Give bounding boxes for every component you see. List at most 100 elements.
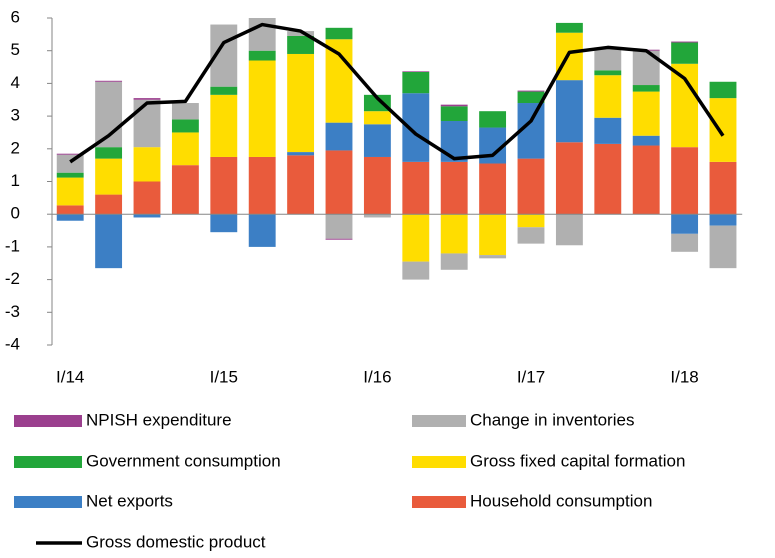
legend-label: Gross fixed capital formation — [470, 451, 685, 470]
bar-segment — [555, 142, 583, 215]
bar-segment — [56, 172, 84, 178]
bar-segment — [133, 214, 161, 218]
bar-segment — [479, 111, 507, 128]
bar-segment — [671, 147, 699, 215]
bar-segment — [325, 122, 353, 151]
bar-segment — [56, 153, 84, 155]
bar-segment — [440, 214, 468, 254]
legend-label: NPISH expenditure — [86, 410, 232, 429]
bar-segment — [517, 91, 545, 104]
bar-segment — [171, 103, 199, 120]
bar-segment — [210, 86, 238, 95]
bar-segment — [709, 98, 737, 162]
bar-segment — [210, 214, 238, 233]
x-tick-label: I/18 — [670, 367, 698, 386]
bar-segment — [287, 31, 315, 36]
bar-segment — [709, 225, 737, 269]
y-tick-label: 5 — [11, 40, 20, 59]
bar-segment — [671, 42, 699, 64]
bar-segment — [248, 60, 276, 157]
bar-segment — [171, 165, 199, 215]
legend-swatch — [412, 456, 466, 468]
bar-segment — [95, 147, 123, 159]
bar-segment — [363, 94, 391, 112]
bar-segment — [325, 39, 353, 123]
bar-segment — [594, 117, 622, 144]
bar-segment — [56, 177, 84, 206]
bar-segment — [171, 119, 199, 133]
bar-segment — [517, 214, 545, 228]
y-tick-label: -1 — [5, 236, 20, 255]
y-tick-label: 1 — [11, 171, 20, 190]
bar-segment — [287, 53, 315, 153]
legend-swatch — [412, 415, 466, 427]
bar-segment — [632, 135, 660, 146]
legend-swatch — [14, 415, 82, 427]
bar-segment — [248, 156, 276, 215]
bar-segment — [325, 150, 353, 215]
bar-segment — [479, 163, 507, 215]
bar-segment — [594, 75, 622, 118]
y-tick-label: 6 — [11, 7, 20, 26]
bar-segment — [363, 124, 391, 157]
y-tick-label: -3 — [5, 302, 20, 321]
bar-segment — [95, 214, 123, 269]
bar-segment — [133, 98, 161, 100]
bar-segment — [133, 181, 161, 215]
x-tick-label: I/14 — [56, 367, 84, 386]
y-tick-label: 2 — [11, 138, 20, 157]
bar-segment — [440, 121, 468, 162]
bar-segment — [325, 238, 353, 240]
bar-segment — [632, 85, 660, 92]
bar-segment — [555, 32, 583, 81]
legend-label: Change in inventories — [470, 410, 634, 429]
bar-segment — [325, 27, 353, 40]
bar-segment — [671, 41, 699, 43]
bar-segment — [171, 132, 199, 166]
y-tick-label: 4 — [11, 73, 20, 92]
bar-segment — [402, 71, 430, 94]
y-tick-label: -4 — [5, 334, 20, 353]
bar-segment — [555, 80, 583, 143]
bar-segment — [671, 214, 699, 234]
bar-segment — [594, 143, 622, 215]
bar-segment — [555, 22, 583, 33]
bar-segment — [402, 161, 430, 215]
legend-label: Household consumption — [470, 491, 652, 510]
y-tick-label: -2 — [5, 269, 20, 288]
x-tick-label: I/17 — [517, 367, 545, 386]
bar-segment — [671, 63, 699, 148]
bar-segment — [671, 233, 699, 252]
bar-segment — [517, 90, 545, 92]
bar-segment — [363, 111, 391, 125]
bar-segment — [517, 227, 545, 244]
line — [69, 22, 725, 164]
bar-segment — [210, 156, 238, 215]
bar-segment — [479, 214, 507, 256]
bar-segment — [479, 255, 507, 259]
bar-segment — [594, 47, 622, 71]
bar-segment — [248, 50, 276, 61]
x-tick-label: I/16 — [363, 367, 391, 386]
bar-segment — [709, 161, 737, 215]
bar-segment — [287, 155, 315, 215]
legend-label: Net exports — [86, 491, 173, 510]
legend-label: Gross domestic product — [86, 532, 266, 551]
legend-swatch — [14, 456, 82, 468]
legend-swatch — [412, 496, 466, 508]
bar-segment — [440, 104, 468, 107]
bar-segment — [287, 35, 315, 54]
bar-segment — [56, 214, 84, 221]
bar-segment — [325, 214, 353, 239]
bar-segment — [402, 214, 430, 262]
y-tick-label: 0 — [11, 204, 20, 223]
bar-segment — [287, 152, 315, 156]
bar-segment — [402, 71, 430, 72]
bar-segment — [248, 214, 276, 247]
bar-segment — [440, 253, 468, 270]
bar-segment — [555, 214, 583, 246]
legend-swatch — [14, 496, 82, 508]
bar-segment — [440, 106, 468, 122]
bar-segment — [632, 91, 660, 136]
